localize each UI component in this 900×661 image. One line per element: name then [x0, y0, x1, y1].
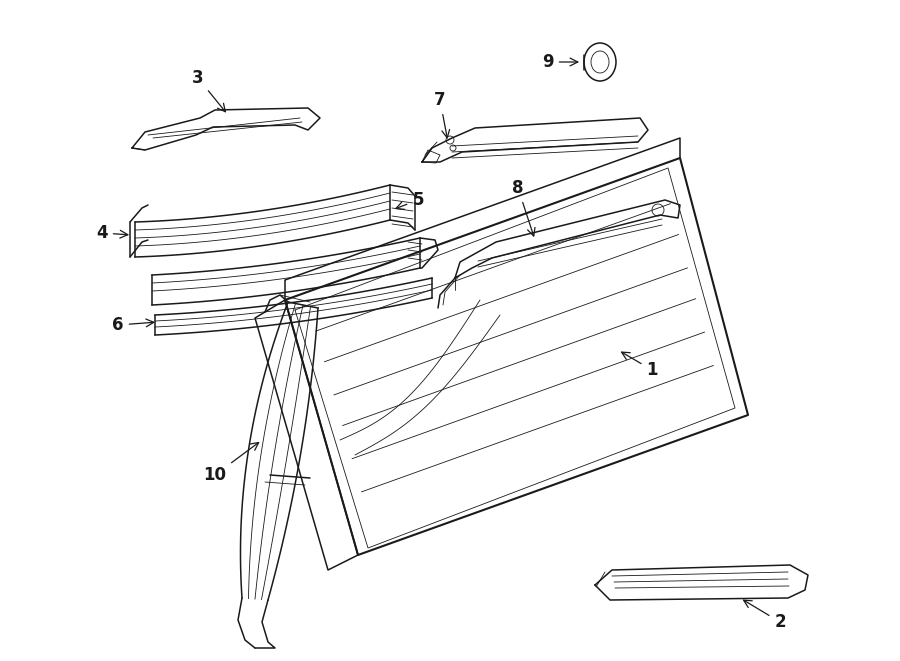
Text: 5: 5	[396, 191, 424, 210]
Text: 9: 9	[542, 53, 578, 71]
Text: 2: 2	[743, 600, 786, 631]
Text: 3: 3	[193, 69, 225, 112]
Text: 4: 4	[96, 224, 128, 242]
Text: 10: 10	[203, 442, 258, 484]
Text: 1: 1	[622, 352, 658, 379]
Text: 8: 8	[512, 179, 535, 236]
Text: 6: 6	[112, 316, 154, 334]
Text: 7: 7	[434, 91, 450, 138]
